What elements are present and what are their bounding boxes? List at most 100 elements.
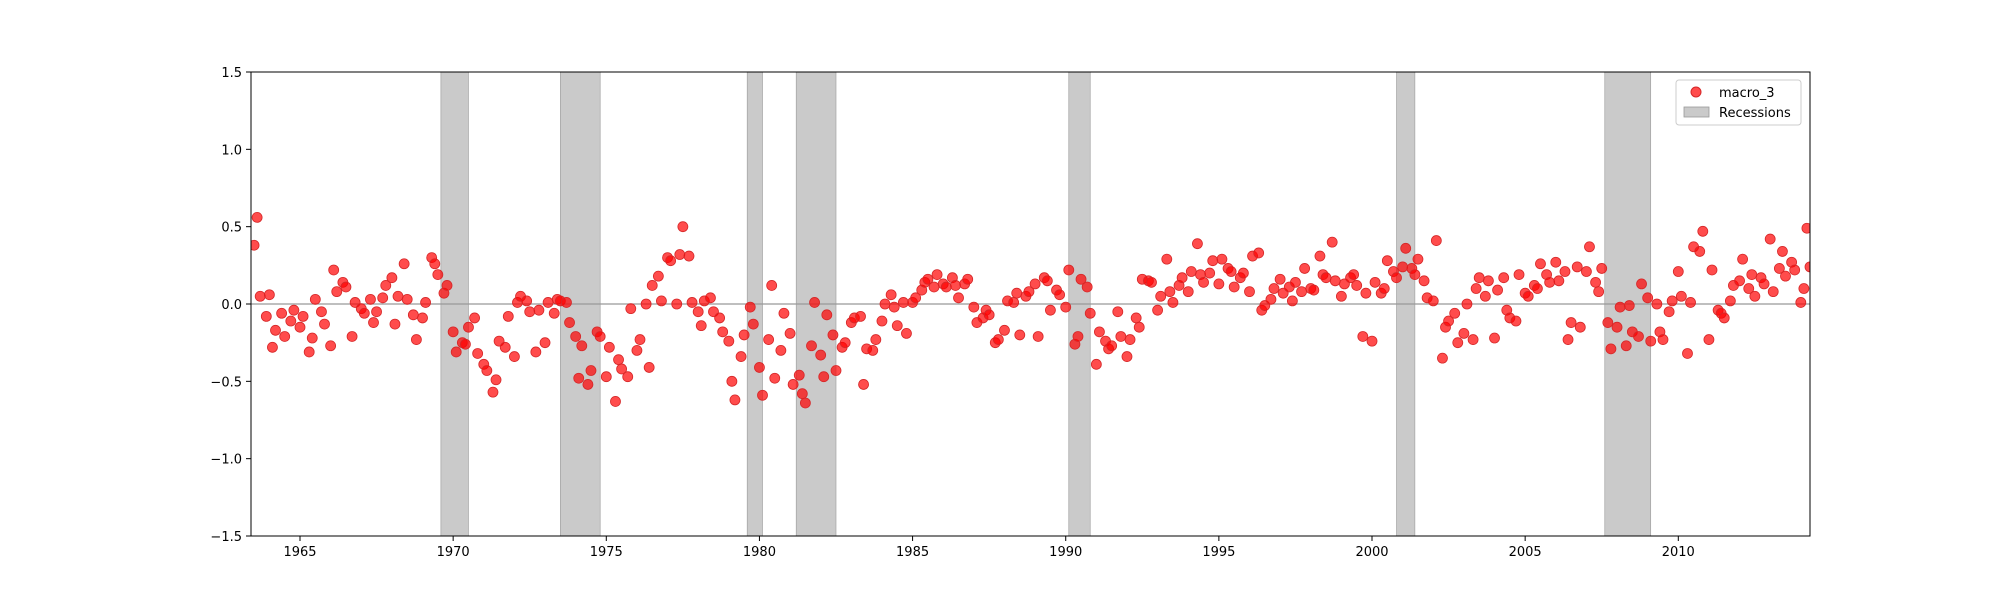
data-point	[1562, 334, 1574, 345]
data-point	[726, 375, 738, 387]
data-point	[1115, 331, 1127, 342]
data-point	[769, 372, 781, 384]
data-point	[717, 326, 729, 338]
data-point	[775, 344, 787, 356]
x-axis: 1965 1970 1975 1980 1985 1990 1995 2000 2005 2010	[283, 536, 1695, 560]
data-point	[634, 334, 646, 345]
data-point	[683, 250, 695, 262]
data-point	[1611, 321, 1623, 333]
data-point	[1192, 238, 1203, 250]
data-point	[380, 280, 392, 291]
data-point	[1513, 269, 1525, 281]
data-point	[1427, 295, 1439, 307]
data-point	[573, 372, 585, 384]
data-point	[1789, 264, 1801, 276]
data-point	[640, 298, 652, 310]
data-point	[1397, 261, 1409, 273]
data-point	[570, 331, 582, 342]
data-point	[407, 309, 419, 321]
data-point	[1032, 331, 1044, 342]
data-point	[1244, 286, 1255, 298]
data-point	[671, 298, 683, 310]
data-point	[1498, 272, 1510, 284]
y-tick-label: −0.5	[210, 375, 242, 390]
data-point	[410, 334, 422, 345]
data-point	[1584, 241, 1595, 253]
x-tick-label: 1980	[743, 545, 776, 560]
data-point	[447, 326, 459, 338]
data-point	[1286, 295, 1298, 307]
data-point	[1357, 331, 1369, 342]
data-point	[729, 394, 741, 406]
y-tick-label: −1.5	[210, 530, 242, 545]
data-point	[1060, 301, 1072, 313]
data-point	[1773, 263, 1785, 274]
data-point	[747, 318, 759, 330]
data-point	[953, 292, 964, 304]
data-point	[1489, 332, 1500, 344]
data-point	[254, 290, 266, 302]
data-point	[1492, 284, 1503, 296]
data-point	[371, 306, 382, 318]
data-point	[386, 272, 398, 284]
data-point	[1633, 331, 1644, 342]
data-point	[1798, 283, 1810, 294]
data-point	[1225, 266, 1237, 277]
data-point	[1682, 348, 1693, 359]
data-point	[1596, 263, 1608, 274]
data-point	[625, 303, 637, 315]
data-point	[1801, 222, 1810, 234]
data-point	[1369, 276, 1381, 288]
data-point	[1176, 272, 1188, 284]
data-point	[1590, 276, 1601, 288]
data-point	[319, 318, 330, 330]
data-point	[288, 304, 300, 316]
data-point	[1718, 312, 1730, 324]
data-point	[1605, 343, 1617, 355]
data-point	[1320, 272, 1332, 284]
data-point	[521, 295, 533, 307]
data-point	[420, 297, 431, 308]
data-point	[928, 281, 940, 293]
data-point	[524, 306, 536, 318]
data-point	[1063, 264, 1075, 276]
data-point	[1602, 317, 1614, 328]
data-point	[1473, 272, 1485, 284]
data-point	[784, 327, 796, 339]
data-point	[839, 337, 851, 349]
data-point	[1185, 266, 1197, 277]
data-point	[392, 290, 404, 302]
data-point	[815, 349, 827, 361]
data-point	[652, 270, 664, 282]
y-tick-label: −1.0	[210, 453, 242, 468]
x-tick-label: 1995	[1202, 545, 1235, 560]
data-point	[940, 281, 952, 293]
data-point	[677, 221, 689, 233]
data-point	[1041, 275, 1053, 287]
legend-marker-recessions	[1683, 106, 1710, 118]
data-point	[603, 341, 615, 353]
data-point	[1780, 270, 1791, 282]
data-point	[1228, 281, 1240, 293]
data-point	[306, 332, 318, 344]
data-point	[251, 239, 260, 251]
data-point	[1553, 275, 1565, 287]
data-point	[1666, 295, 1678, 307]
data-point	[879, 298, 891, 310]
data-point	[1146, 276, 1157, 288]
data-point	[429, 258, 441, 270]
data-point	[585, 365, 597, 376]
data-point	[1663, 306, 1675, 318]
data-point	[1746, 269, 1758, 281]
data-point	[1314, 250, 1326, 262]
data-point	[867, 344, 879, 356]
data-point	[1645, 335, 1657, 347]
data-point	[1329, 275, 1341, 287]
data-point	[631, 344, 643, 356]
data-point	[1029, 278, 1041, 290]
data-point	[576, 340, 588, 352]
data-point	[1749, 290, 1761, 302]
data-point	[294, 321, 306, 333]
data-point	[260, 310, 272, 322]
